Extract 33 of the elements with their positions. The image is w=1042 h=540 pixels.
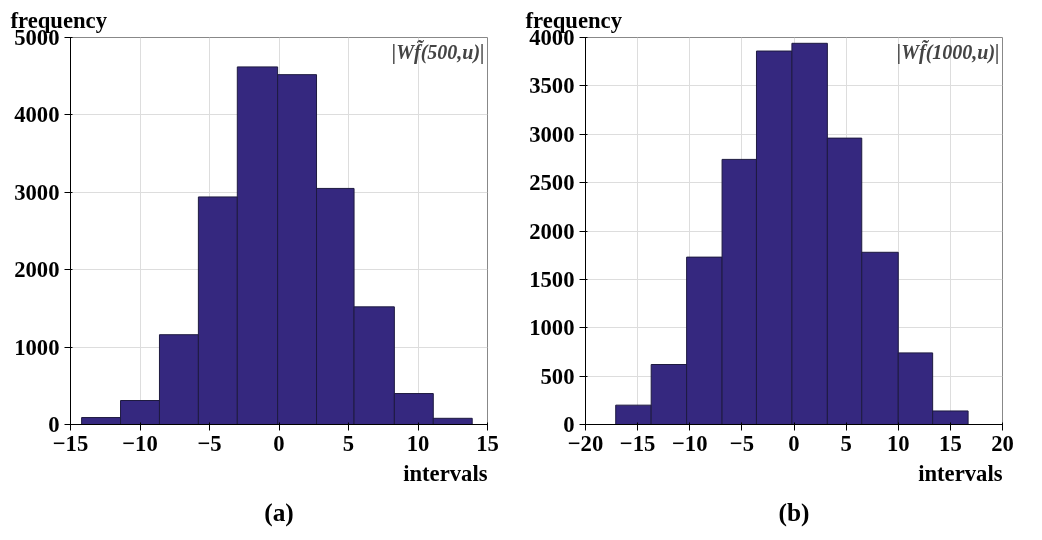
x-axis-title: intervals (403, 460, 488, 486)
y-tick-label: 3000 (14, 179, 60, 205)
x-tick-label: −15 (619, 430, 656, 456)
y-tick-label: 500 (540, 363, 575, 389)
text: (a) (264, 497, 294, 527)
y-tick-label: 0 (563, 412, 575, 437)
text: (b) (778, 497, 810, 527)
y-tick-label: 0 (48, 412, 60, 437)
y-tick-label: 1500 (529, 266, 575, 292)
x-tick-label: −5 (729, 430, 755, 456)
y-tick-label: 1000 (14, 334, 60, 360)
x-tick-label: 0 (788, 430, 800, 456)
x-tick-label: −5 (197, 430, 222, 456)
annotation: |Wf̃(500,u)| (391, 39, 485, 64)
y-tick-label: 1000 (529, 315, 575, 341)
x-tick-label: 15 (476, 430, 499, 456)
y-tick-label: 3500 (529, 73, 575, 99)
x-tick-label: −10 (122, 430, 158, 456)
y-tick-label: 4000 (14, 102, 60, 128)
x-axis-title: intervals (918, 460, 1003, 486)
y-tick-label: 3000 (529, 121, 575, 147)
x-tick-label: 0 (273, 430, 285, 456)
x-tick-label: 20 (991, 430, 1014, 456)
x-tick-label: 15 (939, 430, 962, 456)
x-tick-label: 5 (840, 430, 852, 456)
x-tick-label: 10 (886, 430, 910, 456)
y-tick-label: 2500 (529, 170, 575, 196)
y-tick-label: 2000 (529, 218, 575, 244)
y-tick-label: 2000 (14, 257, 60, 283)
x-tick-label: 10 (406, 430, 430, 456)
x-tick-label: 5 (342, 430, 355, 456)
x-tick-label: −10 (671, 430, 708, 456)
annotation: |Wf̃(1000,u)| (896, 39, 1000, 64)
